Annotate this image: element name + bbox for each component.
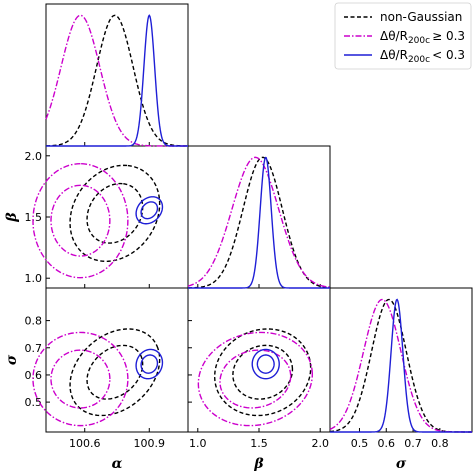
contour-1-0-series-0-level-0 bbox=[86, 182, 144, 244]
x-tick-label-2: 0.7 bbox=[404, 437, 422, 450]
contour-2-1-series-1-level-0 bbox=[219, 349, 292, 409]
y-tick-label-2: 0.6 bbox=[25, 369, 43, 382]
contour-2-0-series-2-level-0 bbox=[140, 354, 159, 374]
contour-1-0-series-2-level-1 bbox=[135, 196, 164, 225]
contour-2-1-series-1-level-1 bbox=[197, 331, 314, 427]
y-axis-label-2: σ bbox=[4, 354, 20, 365]
contour-2-1-series-2-level-1 bbox=[251, 348, 280, 380]
axis-labels: α β σ β σ bbox=[4, 212, 407, 472]
x-tick-label-1: 1.0 bbox=[189, 437, 207, 450]
legend: non-Gaussian Δθ/R200c ≥ 0.3 Δθ/R200c < 0.3 bbox=[334, 2, 472, 70]
density-0-series-2 bbox=[46, 14, 188, 147]
density-0-series-0 bbox=[45, 14, 189, 147]
curves bbox=[32, 14, 472, 433]
contour-2-1-series-0-level-1 bbox=[213, 328, 312, 417]
density-1-series-2 bbox=[188, 156, 330, 289]
x-tick-label-1: 1.5 bbox=[250, 437, 268, 450]
y-tick-label-2: 0.8 bbox=[25, 315, 43, 328]
panel-2-2 bbox=[329, 287, 473, 433]
panels: 1.0 1.5 2.0 100.6 100.9 0.5 0.6 0.7 0.8 1.0 1.5 2.0… bbox=[25, 3, 473, 450]
x-tick-label-0: 100.9 bbox=[134, 437, 166, 450]
y-tick-label-1: 2.0 bbox=[25, 150, 43, 163]
contour-2-1-series-2-level-0 bbox=[256, 354, 275, 374]
contour-2-1-series-0-level-0 bbox=[232, 344, 294, 400]
y-tick-label-1: 1.5 bbox=[25, 211, 43, 224]
panel-2-0 bbox=[45, 287, 189, 433]
legend-frame bbox=[334, 2, 472, 70]
x-axis-label-0: α bbox=[112, 456, 123, 472]
legend-entry-non-gaussian: non-Gaussian bbox=[380, 10, 462, 24]
contour-1-0-series-0-level-1 bbox=[69, 164, 161, 263]
y-tick-label-2: 0.7 bbox=[25, 342, 43, 355]
contour-1-0-series-2-level-0 bbox=[140, 201, 159, 220]
y-tick-label-1: 1.0 bbox=[25, 272, 43, 285]
x-tick-label-0: 100.6 bbox=[69, 437, 101, 450]
contour-1-0-series-1-level-0 bbox=[50, 184, 111, 257]
y-axis-label-1: β bbox=[4, 212, 20, 223]
y-tick-label-2: 0.5 bbox=[25, 396, 43, 409]
density-0-series-1 bbox=[45, 14, 188, 147]
x-axis-label-1: β bbox=[253, 456, 264, 472]
x-axis-label-2: σ bbox=[396, 456, 407, 472]
contour-2-0-series-1-level-1 bbox=[32, 331, 129, 427]
legend-entry-near: Δθ/R200c < 0.3 bbox=[380, 48, 465, 65]
density-2-series-2 bbox=[330, 298, 472, 433]
legend-entry-far: Δθ/R200c ≥ 0.3 bbox=[380, 29, 465, 46]
density-1-series-1 bbox=[187, 156, 331, 288]
x-tick-label-1: 2.0 bbox=[311, 437, 329, 450]
contour-1-0-series-1-level-1 bbox=[32, 162, 129, 279]
contour-2-0-series-0-level-1 bbox=[69, 328, 161, 417]
contour-2-0-series-0-level-0 bbox=[86, 344, 144, 400]
x-tick-label-2: 0.6 bbox=[378, 437, 396, 450]
x-tick-label-2: 0.8 bbox=[431, 437, 449, 450]
panel-1-0 bbox=[45, 145, 189, 289]
contour-2-0-series-2-level-1 bbox=[135, 348, 164, 380]
contour-2-0-series-1-level-0 bbox=[50, 349, 111, 409]
x-tick-label-2: 0.5 bbox=[351, 437, 369, 450]
